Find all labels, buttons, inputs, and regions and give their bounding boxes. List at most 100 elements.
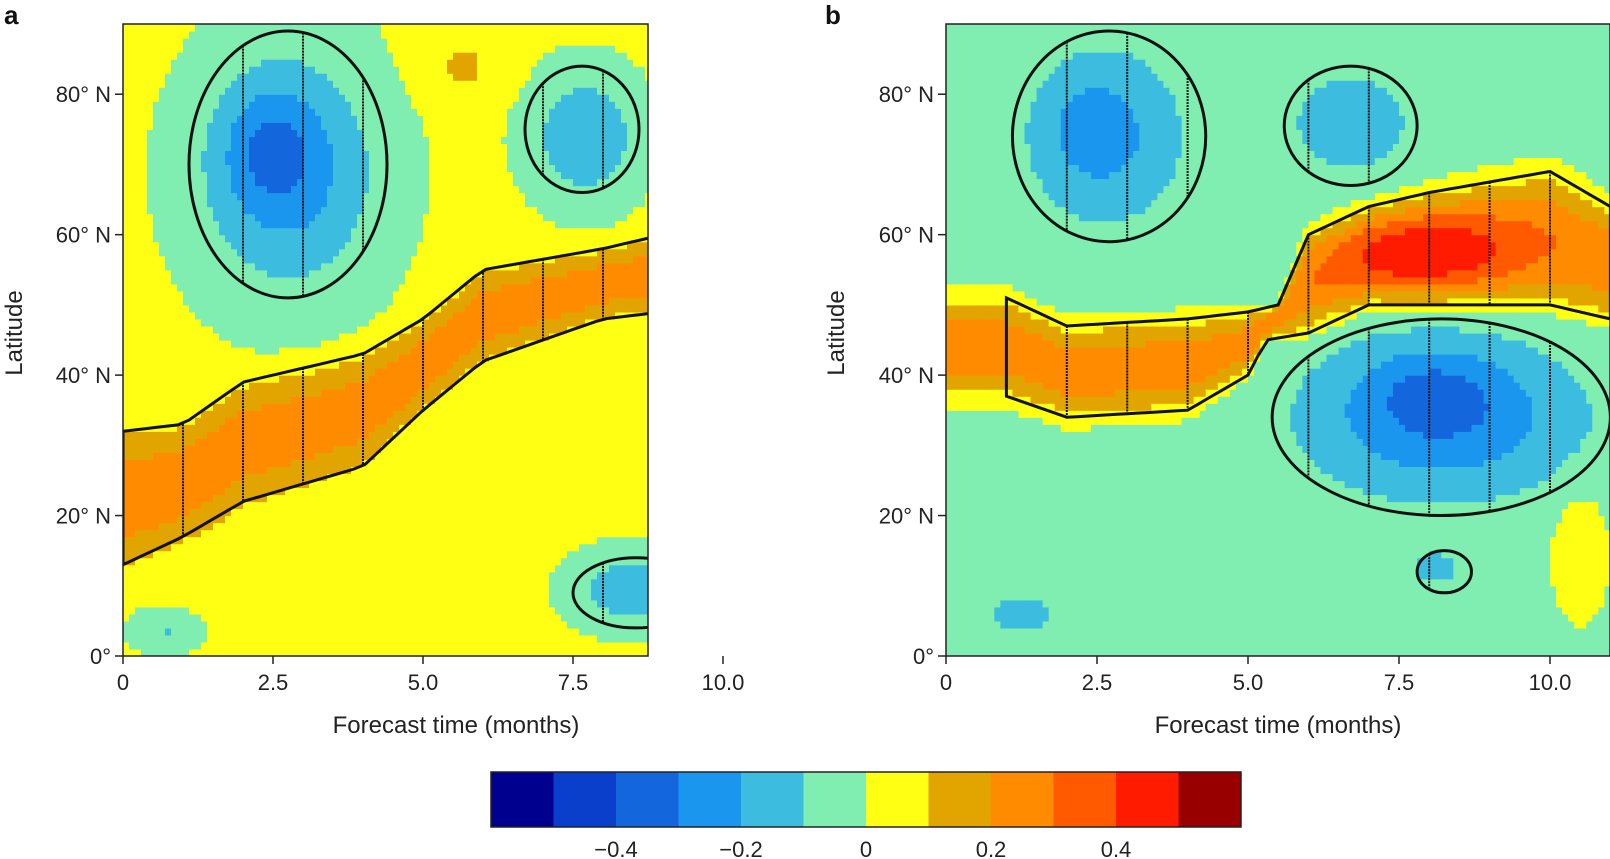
heatmap-cell: [447, 585, 454, 594]
heatmap-cell: [435, 564, 442, 573]
heatmap-cell: [147, 108, 154, 116]
heatmap-cell: [123, 283, 130, 292]
heatmap-cell: [171, 122, 178, 130]
heatmap-cell: [357, 459, 364, 467]
heatmap-cell: [249, 536, 256, 545]
heatmap-cell: [165, 641, 172, 650]
heatmap-cell: [285, 382, 292, 390]
heatmap-cell: [321, 206, 328, 215]
heatmap-cell: [387, 522, 394, 531]
heatmap-cell: [387, 487, 394, 496]
heatmap-cell: [321, 438, 328, 446]
heatmap-cell: [315, 585, 322, 594]
heatmap-cell: [261, 431, 268, 439]
heatmap-cell: [165, 45, 172, 53]
heatmap-cell: [303, 199, 310, 208]
heatmap-cell: [261, 52, 268, 60]
heatmap-cell: [303, 248, 310, 257]
heatmap-cell: [405, 311, 412, 320]
heatmap-cell: [387, 297, 394, 306]
heatmap-cell: [411, 206, 418, 215]
heatmap-cell: [123, 564, 130, 573]
heatmap-cell: [345, 318, 352, 327]
heatmap-cell: [159, 508, 166, 517]
heatmap-cell: [285, 473, 292, 482]
heatmap-cell: [435, 269, 442, 278]
heatmap-cell: [345, 143, 352, 151]
heatmap-cell: [255, 473, 262, 482]
heatmap-cell: [237, 417, 244, 425]
heatmap-cell: [321, 297, 328, 306]
heatmap-cell: [201, 108, 208, 116]
heatmap-cell: [267, 648, 274, 656]
heatmap-cell: [303, 262, 310, 271]
heatmap-cell: [249, 648, 256, 656]
heatmap-cell: [207, 494, 214, 503]
heatmap-cell: [171, 459, 178, 467]
heatmap-cell: [285, 627, 292, 636]
heatmap-cell: [225, 613, 232, 622]
heatmap-cell: [399, 101, 406, 109]
heatmap-cell: [369, 206, 376, 215]
heatmap-cell: [201, 304, 208, 313]
heatmap-cell: [261, 178, 268, 187]
heatmap-cell: [123, 38, 130, 46]
heatmap-cell: [285, 255, 292, 264]
heatmap-cell: [225, 340, 232, 348]
heatmap-cell: [345, 641, 352, 650]
heatmap-cell: [393, 248, 400, 257]
heatmap-cell: [393, 227, 400, 236]
heatmap-cell: [225, 361, 232, 369]
heatmap-cell: [189, 382, 196, 390]
heatmap-cell: [429, 283, 436, 292]
heatmap-cell: [381, 304, 388, 313]
heatmap-cell: [129, 52, 136, 60]
heatmap-cell: [129, 220, 136, 229]
heatmap-cell: [123, 501, 130, 510]
heatmap-cell: [225, 206, 232, 215]
heatmap-cell: [297, 283, 304, 292]
heatmap-cell: [375, 38, 382, 46]
heatmap-cell: [135, 592, 142, 601]
heatmap-cell: [201, 431, 208, 439]
heatmap-cell: [285, 304, 292, 313]
heatmap-cell: [153, 641, 160, 650]
heatmap-cell: [285, 297, 292, 306]
heatmap-cell: [297, 431, 304, 439]
heatmap-cell: [315, 487, 322, 496]
heatmap-cell: [171, 87, 178, 95]
heatmap-cell: [267, 438, 274, 446]
heatmap-cell: [183, 368, 190, 376]
heatmap-cell: [279, 599, 286, 608]
heatmap-cell: [447, 494, 454, 503]
heatmap-cell: [273, 59, 280, 67]
heatmap-cell: [141, 389, 148, 397]
heatmap-cell: [393, 564, 400, 573]
heatmap-cell: [153, 382, 160, 390]
heatmap-cell: [243, 234, 250, 243]
heatmap-cell: [267, 213, 274, 222]
heatmap-cell: [369, 213, 376, 222]
heatmap-cell: [243, 143, 250, 151]
heatmap-cell: [243, 45, 250, 53]
heatmap-cell: [189, 304, 196, 313]
heatmap-cell: [129, 24, 136, 32]
heatmap-cell: [435, 354, 442, 362]
heatmap-cell: [267, 578, 274, 587]
heatmap-cell: [435, 325, 442, 334]
heatmap-cell: [363, 480, 370, 489]
heatmap-cell: [399, 445, 406, 453]
heatmap-cell: [213, 87, 220, 95]
heatmap-cell: [129, 368, 136, 376]
heatmap-cell: [327, 550, 334, 559]
heatmap-cell: [339, 38, 346, 46]
heatmap-cell: [447, 129, 454, 137]
heatmap-cell: [315, 332, 322, 341]
heatmap-cell: [411, 262, 418, 271]
heatmap-cell: [147, 150, 154, 159]
heatmap-cell: [285, 417, 292, 425]
heatmap-cell: [327, 536, 334, 545]
heatmap-cell: [279, 164, 286, 173]
heatmap-cell: [435, 445, 442, 453]
heatmap-cell: [123, 375, 130, 383]
